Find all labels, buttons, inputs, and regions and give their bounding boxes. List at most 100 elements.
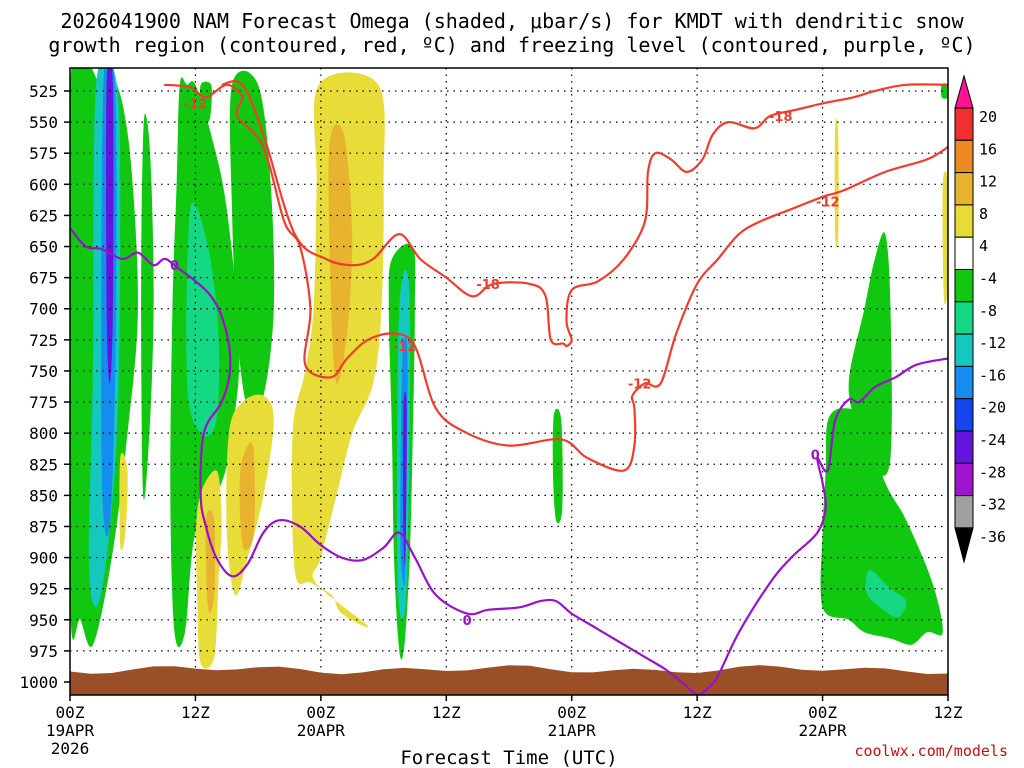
omega-shading-layer xyxy=(70,68,948,669)
colorbar-level-9: -20 xyxy=(979,399,1006,417)
colorbar-box-1 xyxy=(954,139,974,174)
x-tick-date-24: 20APR xyxy=(297,721,346,740)
colorbar-box-11 xyxy=(954,462,974,497)
contour-label-0: -12 xyxy=(184,97,208,112)
y-tick-label-975: 975 xyxy=(29,642,58,661)
x-tick-date-72: 22APR xyxy=(798,721,847,740)
colorbar-level-8: -16 xyxy=(979,366,1006,384)
y-tick-label-525: 525 xyxy=(29,82,58,101)
omega-upward-column-1-core-purple xyxy=(105,68,114,384)
contour-freezing-level-2 xyxy=(70,227,948,695)
omega-downward-plume-3-core xyxy=(239,442,256,551)
y-tick-label-850: 850 xyxy=(29,486,58,505)
y-tick-label-775: 775 xyxy=(29,393,58,412)
chart-title-line-2: growth region (contoured, red, ºC) and f… xyxy=(48,33,975,57)
y-tick-label-725: 725 xyxy=(29,331,58,350)
colorbar-bottom-triangle xyxy=(954,527,974,564)
y-tick-label-925: 925 xyxy=(29,580,58,599)
colorbar-level-4: 4 xyxy=(979,237,988,255)
y-tick-label-950: 950 xyxy=(29,611,58,630)
omega-upward-column-5 xyxy=(229,70,275,414)
y-tick-label-750: 750 xyxy=(29,362,58,381)
plot-area: -12 -18 -12 -12 -18 -12 0 0 0 xyxy=(70,68,948,695)
colorbar-box-8 xyxy=(954,365,974,400)
contour-label-6: 0 xyxy=(170,259,179,274)
omega-upward-column-4 xyxy=(199,81,212,123)
omega-upward-column-2 xyxy=(141,113,154,501)
colorbar-box-7 xyxy=(954,333,974,367)
x-tick-label-0: 00Z xyxy=(56,703,85,722)
colorbar-level-0: 20 xyxy=(979,108,997,126)
site-credit: coolwx.com/models xyxy=(854,742,1008,760)
plot-frame xyxy=(69,67,949,696)
x-tick-label-36: 12Z xyxy=(432,703,461,722)
omega-upward-column-8 xyxy=(820,408,943,645)
omega-upward-column-3-core xyxy=(186,202,220,437)
colorbar-box-2 xyxy=(954,172,974,206)
contour-label-1: -18 xyxy=(476,278,500,293)
y-tick-label-1000: 1000 xyxy=(19,673,58,692)
omega-upward-column-9 xyxy=(848,232,892,476)
colorbar-box-0 xyxy=(954,107,974,141)
omega-upward-column-10 xyxy=(940,83,948,99)
colorbar-box-5 xyxy=(954,269,974,303)
y-tick-label-800: 800 xyxy=(29,424,58,443)
x-tick-label-84: 12Z xyxy=(934,703,963,722)
colorbar-level-7: -12 xyxy=(979,334,1006,352)
y-tick-label-700: 700 xyxy=(29,300,58,319)
y-tick-label-575: 575 xyxy=(29,144,58,163)
colorbar-level-12: -32 xyxy=(979,496,1006,514)
y-tick-label-650: 650 xyxy=(29,238,58,257)
y-tick-label-600: 600 xyxy=(29,175,58,194)
contour-label-layer: -12 -18 -12 -12 -18 -12 0 0 0 xyxy=(170,97,840,629)
colorbar-level-13: -36 xyxy=(979,528,1006,546)
colorbar-box-10 xyxy=(954,430,974,464)
omega-upward-column-7 xyxy=(552,408,563,524)
contour-layer xyxy=(70,80,948,695)
colorbar-top-triangle xyxy=(954,74,974,109)
colorbar-box-3 xyxy=(954,204,974,238)
y-tick-label-900: 900 xyxy=(29,549,58,568)
colorbar-level-6: -8 xyxy=(979,302,997,320)
colorbar-box-9 xyxy=(954,398,974,432)
contour-label-2: -12 xyxy=(393,340,417,355)
colorbar-box-6 xyxy=(954,301,974,335)
omega-upward-column-6-core-purple xyxy=(403,391,407,567)
x-tick-date-0: 19APR xyxy=(46,721,95,740)
omega-upward-column-8-core xyxy=(865,569,907,618)
contour-label-3: -12 xyxy=(628,377,652,392)
colorbar-box-4 xyxy=(954,236,974,270)
y-tick-label-825: 825 xyxy=(29,455,58,474)
gridlines xyxy=(70,68,948,695)
y-tick-label-550: 550 xyxy=(29,113,58,132)
contour-label-8: 0 xyxy=(811,448,820,463)
omega-downward-plume-1-core xyxy=(328,124,353,384)
omega-downward-plume-5 xyxy=(834,118,839,247)
colorbar-level-5: -4 xyxy=(979,270,997,288)
x-tick-label-48: 00Z xyxy=(557,703,586,722)
contour-label-7: 0 xyxy=(463,614,472,629)
x-tick-date-48: 21APR xyxy=(548,721,597,740)
chart-title-line-1: 2026041900 NAM Forecast Omega (shaded, μ… xyxy=(60,9,964,33)
contour-label-4: -18 xyxy=(769,110,793,125)
y-axis: 525 550 575 600 625 650 675 700 725 750 775 800 825 8… xyxy=(19,82,70,692)
contour-dendritic-growth-1 xyxy=(221,80,948,348)
colorbar: 20 16 12 8 4 -4 -8 -12 -16 -20 -24 -28 -32 -36 xyxy=(954,74,1006,564)
terrain-surface xyxy=(70,665,948,695)
colorbar-level-10: -24 xyxy=(979,431,1006,449)
x-axis-label: Forecast Time (UTC) xyxy=(400,747,617,768)
x-tick-label-72: 00Z xyxy=(808,703,837,722)
omega-downward-plume-4 xyxy=(119,452,128,551)
x-tick-label-12: 12Z xyxy=(181,703,210,722)
x-tick-label-60: 12Z xyxy=(683,703,712,722)
colorbar-level-11: -28 xyxy=(979,463,1006,481)
y-tick-label-625: 625 xyxy=(29,206,58,225)
colorbar-box-12 xyxy=(954,495,974,529)
contour-label-5: -12 xyxy=(816,196,840,211)
colorbar-level-2: 12 xyxy=(979,173,997,191)
y-tick-label-675: 675 xyxy=(29,269,58,288)
contour-dendritic-growth-0 xyxy=(163,83,948,472)
x-tick-year-0: 2026 xyxy=(51,739,90,758)
